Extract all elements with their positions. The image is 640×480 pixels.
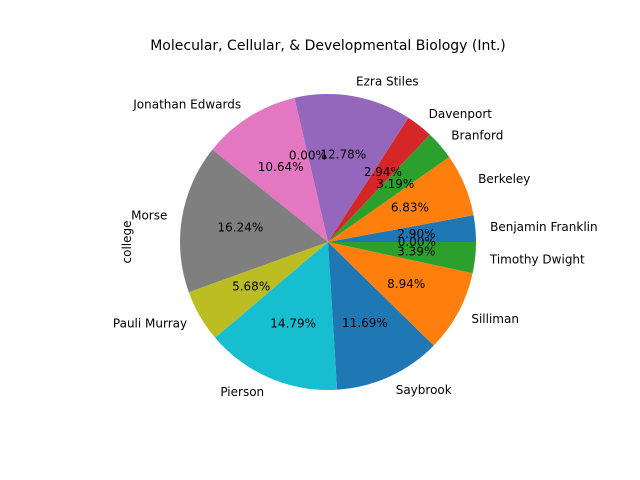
slice-label-berkeley: Berkeley — [478, 172, 530, 186]
pie-slice-morse — [180, 149, 328, 293]
slice-percent-saybrook: 11.69% — [342, 316, 388, 330]
slice-labels: Benjamin Franklin Berkeley Branford Davenpo… — [113, 75, 598, 399]
slice-label-davenport: Davenport — [429, 107, 493, 121]
slice-label-silliman: Silliman — [471, 312, 519, 326]
slice-percent-morse: 16.24% — [218, 221, 264, 235]
slice-label-ezra-stiles: Ezra Stiles — [356, 75, 419, 89]
pie-slice-benjamin-franklin — [328, 215, 476, 242]
pie-slice-silliman — [328, 242, 473, 346]
slice-label-timothy-dwight: Timothy Dwight — [489, 252, 585, 266]
slice-label-pauli-murray: Pauli Murray — [113, 317, 187, 331]
chart-title: Molecular, Cellular, & Developmental Bio… — [150, 38, 506, 54]
pie-slice-pierson — [215, 242, 338, 391]
slice-percent-ezra-stiles: 12.78% — [320, 148, 366, 162]
slice-percent-berkeley: 6.83% — [391, 201, 429, 215]
slice-percent-labels: 2.90%6.83%3.19%2.94%12.78%0.00%10.64%16.… — [218, 148, 436, 331]
slice-label-morse: Morse — [131, 208, 167, 222]
slice-percent-benjamin-franklin: 2.90% — [397, 227, 435, 241]
slice-percent-branford: 3.19% — [376, 177, 414, 191]
pie-slices — [180, 94, 476, 391]
slice-label-jonathan-edwards: Jonathan Edwards — [132, 97, 241, 111]
slice-percent-jonathan-edwards: 10.64% — [258, 160, 304, 174]
pie-slice-davenport — [328, 117, 430, 242]
slice-percent-pierson: 14.79% — [270, 317, 316, 331]
pie-slice-saybrook — [328, 242, 434, 390]
slice-percent-trumbull: 0.00% — [398, 235, 436, 249]
pie-slice-timothy-dwight — [328, 242, 476, 274]
slice-percent-grace-hopper: 0.00% — [289, 149, 327, 163]
y-axis-label: college — [120, 221, 134, 264]
slice-label-benjamin-franklin: Benjamin Franklin — [490, 220, 598, 234]
slice-percent-timothy-dwight: 3.39% — [397, 244, 435, 258]
slice-percent-pauli-murray: 5.68% — [232, 280, 270, 294]
pie-slice-pauli-murray — [188, 242, 328, 338]
pie-slice-jonathan-edwards — [212, 97, 328, 242]
pie-slice-berkeley — [328, 157, 474, 242]
slice-percent-davenport: 2.94% — [364, 165, 402, 179]
pie-slice-ezra-stiles — [294, 94, 409, 242]
slice-label-pierson: Pierson — [220, 385, 264, 399]
pie-slice-branford — [328, 134, 450, 242]
slice-label-branford: Branford — [451, 129, 503, 143]
slice-percent-silliman: 8.94% — [387, 277, 425, 291]
slice-label-saybrook: Saybrook — [396, 383, 452, 397]
